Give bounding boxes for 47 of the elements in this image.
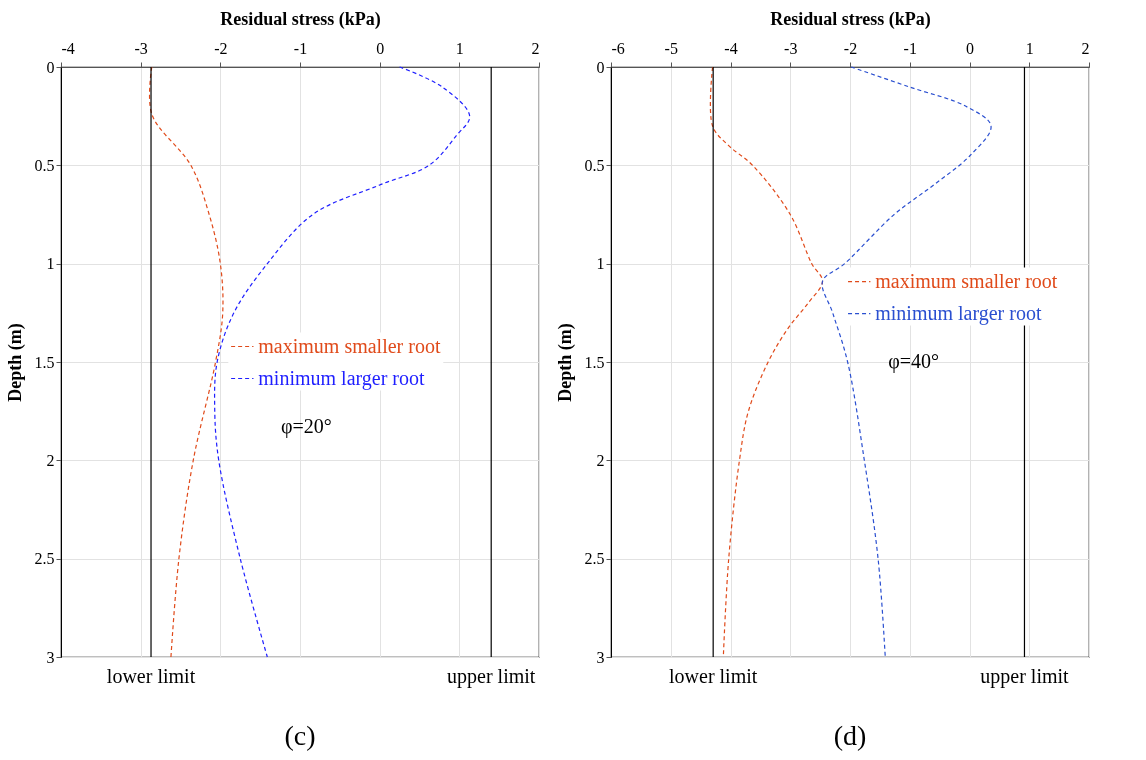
x-tick-label: -2 bbox=[843, 39, 858, 57]
legend-label: maximum smaller root bbox=[875, 269, 1058, 292]
y-tick-label: 2 bbox=[596, 451, 605, 469]
y-tick-label: 1.5 bbox=[34, 353, 55, 371]
y-tick-label: 3 bbox=[46, 648, 55, 666]
annotation: φ=40° bbox=[888, 350, 940, 373]
y-tick-label: 1 bbox=[596, 255, 605, 273]
y-tick-label: 1 bbox=[46, 255, 55, 273]
ref-line-label: lower limit bbox=[669, 665, 758, 687]
x-tick-label: -2 bbox=[214, 39, 228, 57]
y-tick-label: 2.5 bbox=[34, 550, 55, 568]
x-tick-label: -1 bbox=[293, 39, 308, 57]
x-tick-label: -6 bbox=[611, 39, 625, 57]
legend-label: maximum smaller root bbox=[258, 334, 441, 357]
y-tick-label: 2 bbox=[46, 451, 55, 469]
y-tick-label: 0.5 bbox=[34, 156, 55, 174]
text: (d) bbox=[833, 720, 867, 751]
x-axis-title: Residual stress (kPa) bbox=[220, 8, 381, 30]
y-axis-title: Depth (m) bbox=[554, 323, 576, 402]
legend-label: minimum larger root bbox=[258, 366, 426, 390]
x-tick-label: 0 bbox=[376, 39, 385, 57]
ref-line-label: upper limit bbox=[447, 665, 536, 688]
x-tick-label: -3 bbox=[784, 39, 798, 57]
ref-line-label: lower limit bbox=[106, 665, 196, 687]
line-series bbox=[213, 66, 471, 658]
y-tick-label: 2.5 bbox=[584, 550, 605, 568]
y-tick-label: 0 bbox=[596, 58, 605, 76]
x-tick-label: -4 bbox=[61, 39, 75, 57]
x-tick-label: -1 bbox=[903, 39, 917, 57]
x-tick-label: 2 bbox=[531, 39, 540, 57]
x-tick-label: -5 bbox=[664, 39, 678, 57]
y-tick-label: 0 bbox=[46, 58, 55, 76]
x-tick-label: -3 bbox=[134, 39, 148, 57]
y-tick-label: 0.5 bbox=[584, 156, 605, 174]
legend-label: minimum larger root bbox=[875, 301, 1042, 325]
x-tick-label: 1 bbox=[455, 39, 464, 57]
y-tick-label: 3 bbox=[596, 648, 605, 666]
y-axis-title: Depth (m) bbox=[4, 323, 26, 402]
text: (c) bbox=[284, 720, 316, 751]
x-tick-label: -4 bbox=[724, 39, 738, 57]
x-tick-label: 2 bbox=[1081, 39, 1090, 57]
y-tick-label: 1.5 bbox=[584, 353, 605, 371]
x-tick-label: 0 bbox=[966, 39, 974, 57]
x-axis-title: Residual stress (kPa) bbox=[770, 8, 931, 30]
x-tick-label: 1 bbox=[1025, 39, 1034, 57]
annotation: φ=20° bbox=[280, 414, 332, 438]
ref-line-label: upper limit bbox=[980, 665, 1070, 688]
